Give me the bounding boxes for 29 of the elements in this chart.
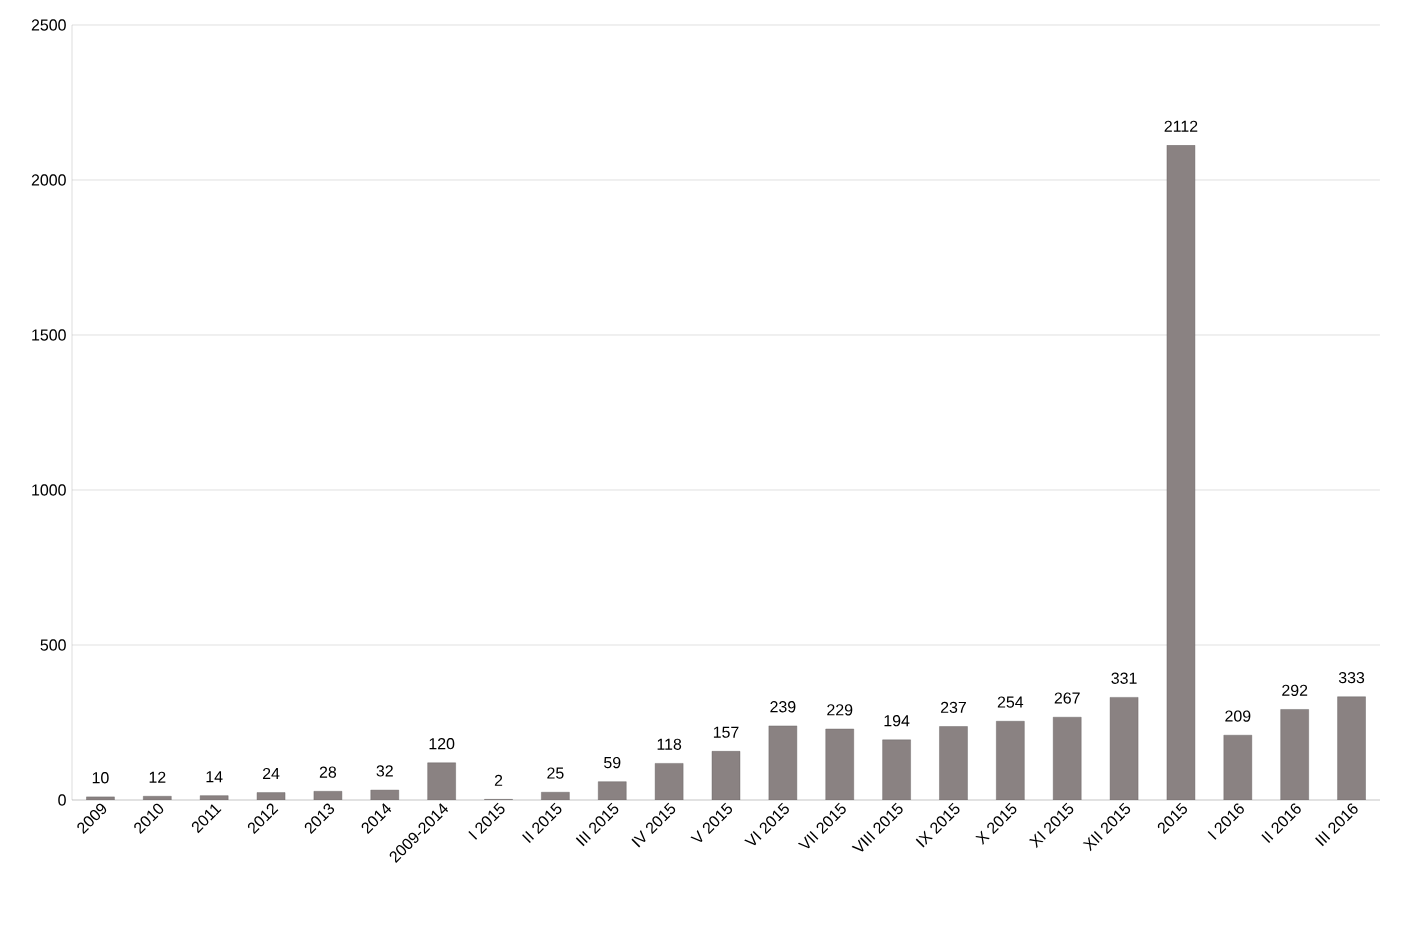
y-tick-label: 2000 bbox=[31, 174, 66, 186]
data-label: 12 bbox=[149, 771, 166, 783]
data-label: 25 bbox=[547, 767, 564, 779]
data-label: 194 bbox=[884, 715, 910, 727]
data-label: 267 bbox=[1054, 692, 1080, 704]
data-label: 10 bbox=[92, 772, 109, 784]
data-label: 229 bbox=[827, 704, 853, 716]
data-label: 2112 bbox=[1164, 120, 1198, 132]
y-tick-label: 2500 bbox=[31, 19, 66, 31]
data-label: 2 bbox=[494, 774, 503, 786]
data-label: 28 bbox=[319, 766, 337, 778]
y-tick-label: 0 bbox=[58, 794, 66, 806]
data-label: 292 bbox=[1282, 684, 1308, 696]
data-label: 237 bbox=[940, 701, 966, 714]
data-label: 118 bbox=[657, 738, 682, 750]
data-label: 24 bbox=[262, 767, 280, 780]
data-label: 331 bbox=[1111, 672, 1137, 684]
y-tick-label: 500 bbox=[40, 639, 66, 651]
data-label: 59 bbox=[604, 756, 621, 769]
y-tick-label: 1500 bbox=[32, 329, 66, 341]
data-label: 209 bbox=[1225, 710, 1251, 722]
data-label: 254 bbox=[997, 696, 1024, 708]
data-label: 157 bbox=[713, 726, 739, 738]
data-label: 32 bbox=[376, 765, 393, 777]
data-label: 333 bbox=[1338, 671, 1365, 684]
data-label: 120 bbox=[429, 738, 455, 750]
data-label: 239 bbox=[770, 701, 796, 713]
y-tick-label: 1000 bbox=[32, 484, 66, 496]
data-label: 14 bbox=[206, 771, 223, 783]
